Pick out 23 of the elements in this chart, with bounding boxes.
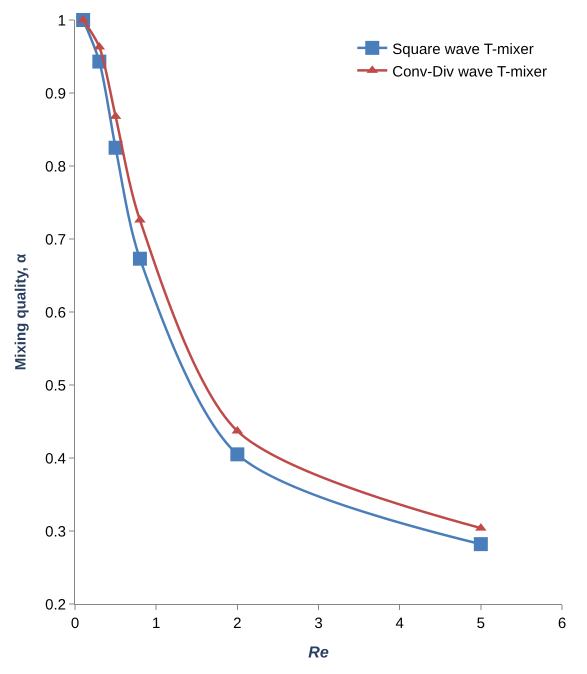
- x-tick-label: 0: [70, 615, 80, 632]
- x-tick-label: 2: [233, 615, 242, 632]
- x-axis-title: Re: [308, 644, 329, 662]
- y-tick-label: 0.6: [45, 304, 66, 322]
- y-tick-label: 0.5: [45, 377, 66, 394]
- x-tick-label: 5: [476, 615, 485, 632]
- point: [132, 252, 147, 266]
- y-tick-label: 0.9: [45, 85, 66, 102]
- y-tick-label: 0.3: [45, 523, 66, 540]
- legend-label: Square wave T-mixer: [392, 40, 534, 58]
- legend-label: Conv-Div wave T-mixer: [392, 63, 548, 80]
- point: [230, 447, 244, 462]
- x-tick-label: 6: [558, 615, 566, 632]
- x-tick-label: 4: [396, 615, 404, 632]
- y-tick-label: 1: [58, 12, 66, 30]
- point: [474, 537, 488, 552]
- y-axis-title: Mixing quality, α: [12, 253, 30, 370]
- x-tick-label: 1: [152, 615, 160, 632]
- y-tick-label: 0.2: [45, 596, 66, 614]
- y-tick-label: 0.4: [45, 450, 66, 468]
- y-tick-label: 0.8: [45, 158, 66, 176]
- y-tick-label: 0.7: [45, 231, 66, 248]
- x-tick-label: 3: [314, 615, 323, 632]
